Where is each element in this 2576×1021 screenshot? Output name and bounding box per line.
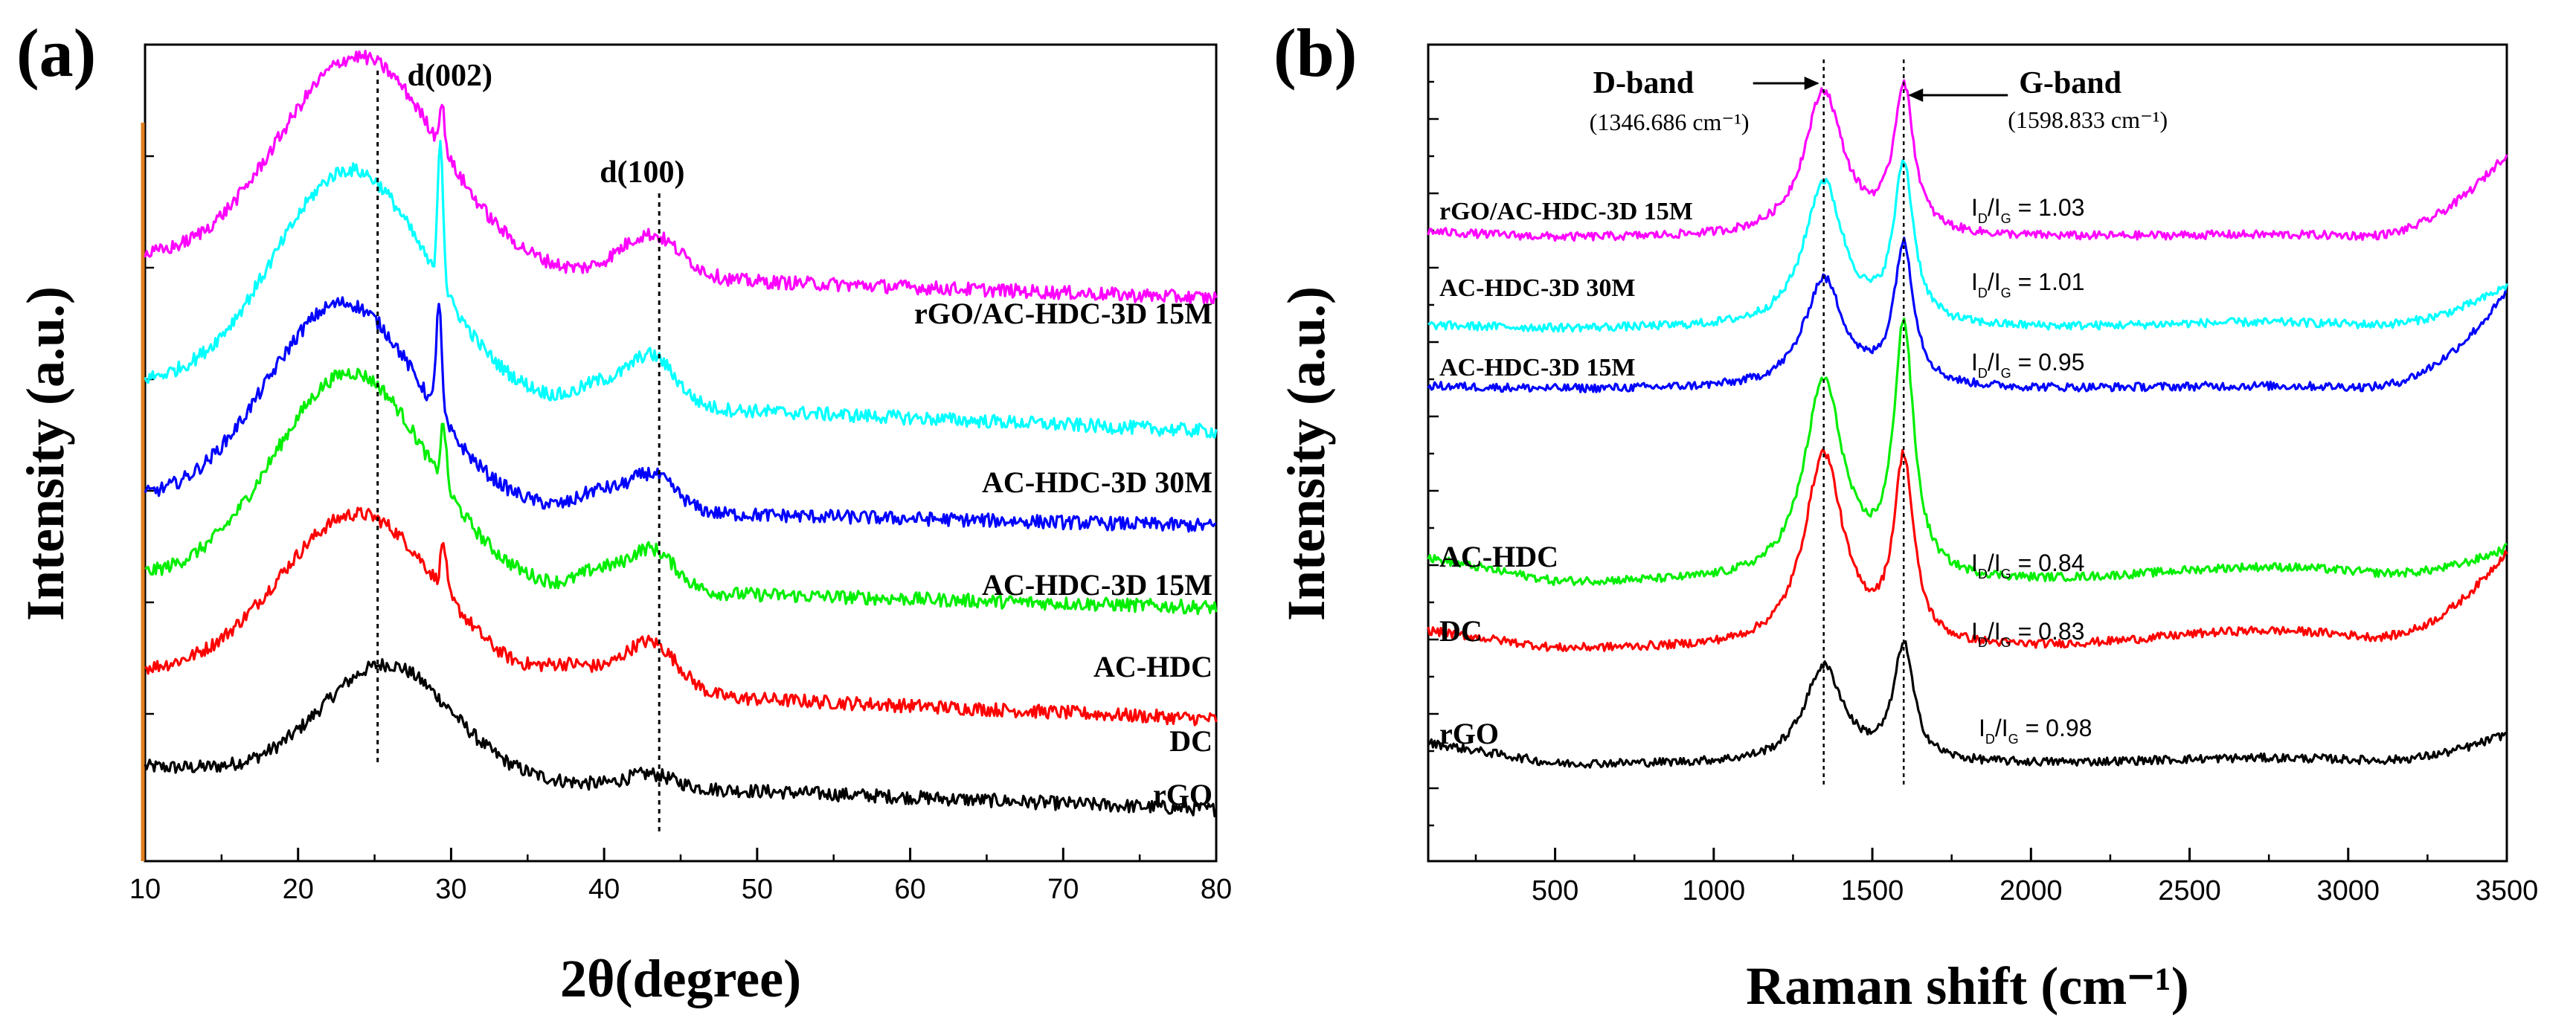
- xrd-series-label: rGO: [1153, 778, 1212, 811]
- xrd-series-label: DC: [1169, 724, 1212, 758]
- raman-x-tick-label: 2000: [2000, 875, 2063, 906]
- raman-series-label: rGO/AC-HDC-3D 15M: [1439, 198, 1693, 225]
- raman-intensity-ratio: ID/IG = 0.83: [1971, 618, 2084, 650]
- raman-plot-frame: [1427, 43, 2508, 863]
- xrd-series-label: rGO/AC-HDC-3D 15M: [914, 297, 1212, 330]
- raman-x-tick-label: 3500: [2476, 875, 2539, 906]
- xrd-series-line: [144, 140, 1218, 439]
- panel-a-letter: (a): [16, 15, 96, 91]
- raman-x-tick-label: 1500: [1841, 875, 1904, 906]
- xrd-series-line: [144, 49, 1218, 306]
- raman-series-line: [1427, 79, 2508, 242]
- raman-series-line: [1427, 236, 2508, 393]
- raman-intensity-ratio: ID/IG = 0.84: [1971, 550, 2084, 582]
- xrd-peak-label: d(100): [600, 155, 684, 190]
- raman-y-axis-title: Intensity (a.u.): [1276, 286, 1336, 621]
- xrd-series-line: [144, 506, 1218, 727]
- xrd-x-axis-title: 2θ(degree): [560, 949, 801, 1008]
- xrd-x-tick-label: 50: [742, 874, 773, 905]
- xrd-series-line: [144, 367, 1218, 616]
- raman-chart: 500 1000 1500 2000 2500 3000 3500 D-band (1346.…: [1276, 43, 2539, 1016]
- xrd-x-tick-label: 80: [1201, 874, 1232, 905]
- raman-series-line: [1427, 640, 2508, 769]
- xrd-y-axis-title: Intensity (a.u.): [16, 286, 75, 621]
- xrd-x-tick-label: 20: [283, 874, 314, 905]
- raman-intensity-ratio: ID/IG = 1.03: [1971, 194, 2084, 226]
- xrd-x-tick-label: 70: [1047, 874, 1079, 905]
- raman-band-position: (1598.833 cm⁻¹): [2008, 106, 2168, 133]
- raman-x-tick-label: 500: [1532, 875, 1578, 906]
- xrd-series-label: AC-HDC-3D 15M: [982, 568, 1212, 602]
- raman-series-label: DC: [1439, 614, 1483, 648]
- raman-band-label: G-band: [2019, 66, 2121, 100]
- raman-band-position: (1346.686 cm⁻¹): [1590, 109, 1750, 135]
- raman-intensity-ratio: ID/IG = 1.01: [1971, 268, 2084, 300]
- xrd-x-tick-label: 10: [129, 874, 161, 905]
- raman-band-label: D-band: [1593, 66, 1694, 100]
- raman-x-tick-label: 2500: [2158, 875, 2221, 906]
- raman-band-arrowhead: [1804, 77, 1819, 90]
- xrd-series-label: AC-HDC-3D 30M: [982, 466, 1212, 499]
- raman-x-axis-title: Raman shift (cm⁻¹): [1746, 956, 2189, 1016]
- raman-intensity-ratio: ID/IG = 0.95: [1971, 349, 2084, 381]
- raman-series-label: AC-HDC-3D 15M: [1439, 354, 1635, 381]
- raman-series-label: AC-HDC: [1439, 540, 1558, 573]
- xrd-peak-label: d(002): [408, 59, 492, 93]
- xrd-x-tick-label: 40: [588, 874, 620, 905]
- raman-band-arrowhead: [1908, 88, 1924, 102]
- raman-series-line: [1427, 318, 2508, 587]
- raman-x-tick-label: 3000: [2316, 875, 2380, 906]
- xrd-x-tick-label: 30: [435, 874, 466, 905]
- xrd-series-line: [144, 658, 1217, 818]
- xrd-chart: 10 20 30 40 50 60 70 80 d(002) d(100) rGO DC AC-HD…: [16, 43, 1232, 1008]
- panel-b-letter: (b): [1273, 15, 1357, 91]
- raman-series-label: AC-HDC-3D 30M: [1439, 274, 1635, 302]
- raman-series-line: [1427, 448, 2508, 652]
- xrd-series-line: [144, 296, 1217, 533]
- raman-intensity-ratio: ID/IG = 0.98: [1979, 715, 2092, 747]
- raman-x-tick-label: 1000: [1683, 875, 1746, 906]
- raman-series-line: [1427, 159, 2508, 333]
- xrd-x-tick-label: 60: [894, 874, 925, 905]
- raman-series-label: rGO: [1439, 717, 1499, 750]
- xrd-series-label: AC-HDC: [1093, 650, 1212, 683]
